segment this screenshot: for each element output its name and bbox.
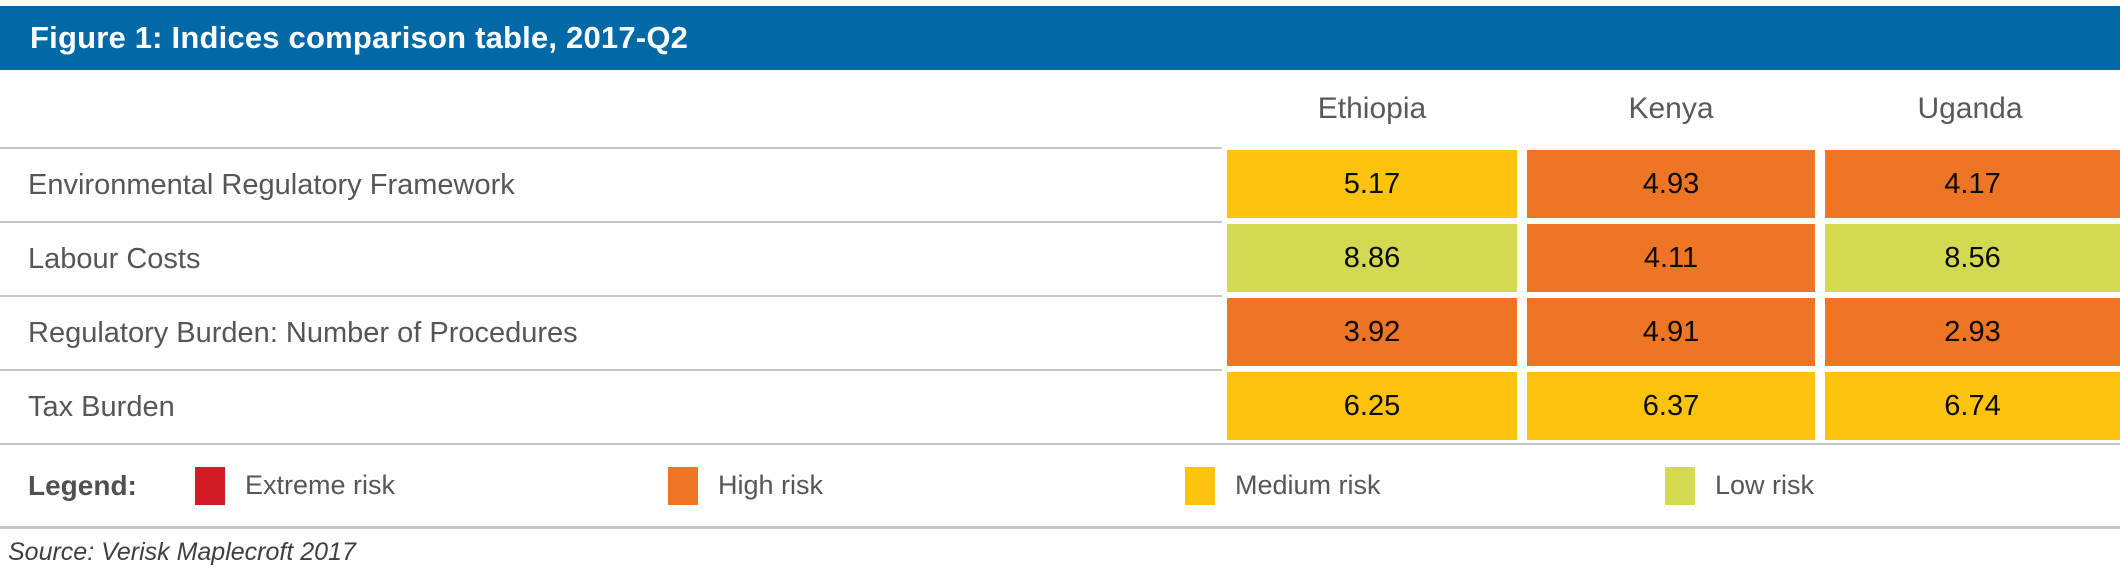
column-header-ethiopia: Ethiopia [1317,91,1427,125]
legend-row: Legend: Extreme risk High risk Medium ri… [0,443,2120,529]
table-row-labour-costs: Labour Costs 8.86 4.11 8.56 [0,221,2120,295]
table-cell-kenya: 4.91 [1527,298,1815,366]
table-row-environmental-regulatory-framework: Environmental Regulatory Framework 5.17 … [0,147,2120,221]
row-label: Tax Burden [0,369,1222,443]
legend-label: Legend: [28,469,137,501]
legend-item-label: Low risk [1715,470,1815,500]
extreme-risk-swatch [195,466,225,505]
legend-item-label: Medium risk [1235,470,1381,500]
table-cell-uganda: 8.56 [1825,224,2120,292]
table-header-row: Ethiopia Kenya Uganda [0,70,2120,147]
table-row-regulatory-burden-number-of-procedures: Regulatory Burden: Number of Procedures … [0,295,2120,369]
column-header-uganda: Uganda [1917,91,2023,125]
table-cell-ethiopia: 5.17 [1227,150,1517,218]
medium-risk-swatch [1185,466,1215,505]
table-cell-ethiopia: 8.86 [1227,224,1517,292]
table-cell-uganda: 6.74 [1825,372,2120,440]
row-label: Environmental Regulatory Framework [0,147,1222,221]
table-cell-ethiopia: 6.25 [1227,372,1517,440]
source-note: Source: Verisk Maplecroft 2017 [8,538,356,566]
legend-item-low-risk: Low risk [1665,445,1814,526]
table-body: Environmental Regulatory Framework 5.17 … [0,147,2120,443]
column-header-kenya: Kenya [1628,91,1714,125]
figure-title: Figure 1: Indices comparison table, 2017… [30,20,689,55]
low-risk-swatch [1665,466,1695,505]
legend-item-extreme-risk: Extreme risk [195,445,395,526]
row-label: Regulatory Burden: Number of Procedures [0,295,1222,369]
table-cell-ethiopia: 3.92 [1227,298,1517,366]
table-cell-kenya: 4.93 [1527,150,1815,218]
table-cell-uganda: 4.17 [1825,150,2120,218]
legend-item-medium-risk: Medium risk [1185,445,1381,526]
table-row-tax-burden: Tax Burden 6.25 6.37 6.74 [0,369,2120,443]
table-cell-uganda: 2.93 [1825,298,2120,366]
table-cell-kenya: 4.11 [1527,224,1815,292]
table-cell-kenya: 6.37 [1527,372,1815,440]
row-label: Labour Costs [0,221,1222,295]
legend-item-high-risk: High risk [668,445,823,526]
legend-item-label: Extreme risk [245,470,396,500]
legend-item-label: High risk [718,470,824,500]
header-spacer [0,70,1222,147]
high-risk-swatch [668,466,698,505]
figure-title-bar: Figure 1: Indices comparison table, 2017… [0,6,2120,70]
